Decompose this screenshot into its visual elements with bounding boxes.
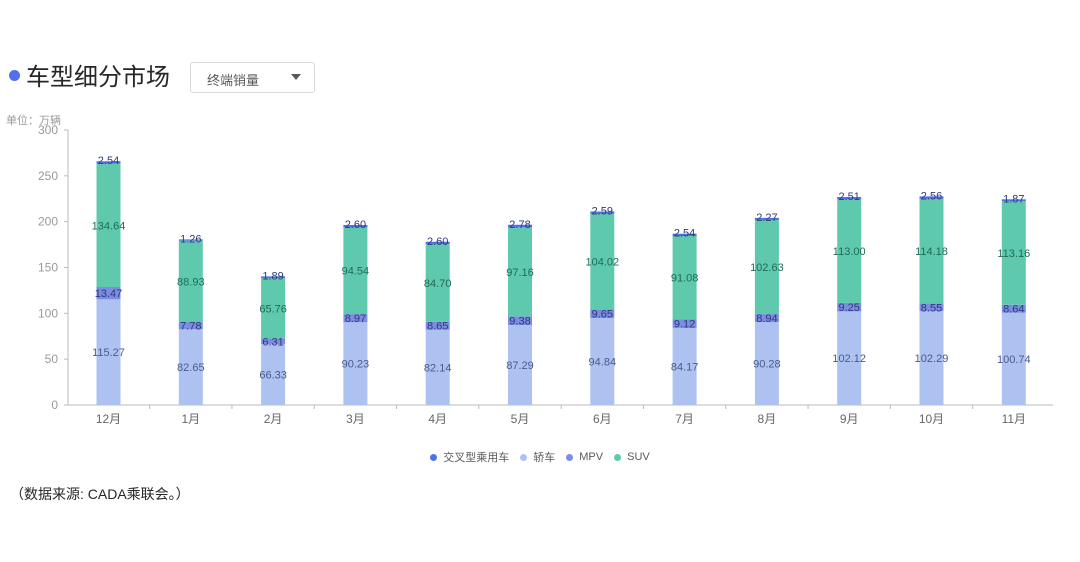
svg-text:102.29: 102.29 [915, 353, 949, 365]
svg-text:113.00: 113.00 [833, 246, 866, 258]
svg-text:113.16: 113.16 [997, 248, 1030, 260]
svg-text:10月: 10月 [919, 412, 944, 426]
svg-text:84.17: 84.17 [671, 361, 699, 373]
svg-text:104.02: 104.02 [585, 257, 619, 269]
svg-text:102.63: 102.63 [750, 262, 784, 274]
svg-text:11月: 11月 [1002, 412, 1026, 426]
svg-text:2.51: 2.51 [838, 191, 859, 203]
svg-text:7月: 7月 [675, 412, 694, 426]
svg-text:13.47: 13.47 [95, 288, 123, 300]
svg-text:82.65: 82.65 [177, 362, 205, 374]
svg-text:2月: 2月 [264, 412, 283, 426]
svg-text:8.94: 8.94 [756, 313, 777, 325]
svg-text:9月: 9月 [840, 412, 859, 426]
svg-text:1月: 1月 [181, 412, 200, 426]
svg-text:1.89: 1.89 [262, 270, 283, 282]
svg-text:2.54: 2.54 [674, 228, 695, 240]
svg-text:100: 100 [38, 306, 58, 320]
svg-text:97.16: 97.16 [506, 267, 534, 279]
svg-text:9.12: 9.12 [674, 319, 695, 331]
svg-text:8月: 8月 [758, 412, 777, 426]
svg-text:8.64: 8.64 [1003, 304, 1024, 316]
svg-text:94.84: 94.84 [589, 357, 617, 369]
svg-text:6月: 6月 [593, 412, 612, 426]
svg-text:5月: 5月 [511, 412, 530, 426]
svg-text:200: 200 [38, 215, 58, 229]
svg-text:8.55: 8.55 [921, 302, 942, 314]
svg-text:2.54: 2.54 [98, 155, 119, 167]
svg-text:6.31: 6.31 [262, 336, 283, 348]
svg-text:94.54: 94.54 [342, 266, 370, 278]
svg-text:82.14: 82.14 [424, 362, 452, 374]
svg-text:250: 250 [38, 169, 58, 183]
svg-text:90.23: 90.23 [342, 359, 370, 371]
svg-text:2.60: 2.60 [427, 236, 448, 248]
svg-text:2.60: 2.60 [345, 219, 366, 231]
svg-text:90.28: 90.28 [753, 359, 781, 371]
svg-text:0: 0 [51, 398, 58, 412]
svg-text:88.93: 88.93 [177, 276, 205, 288]
svg-text:8.97: 8.97 [345, 313, 366, 325]
svg-text:2.78: 2.78 [509, 219, 530, 231]
svg-text:102.12: 102.12 [832, 353, 866, 365]
svg-text:87.29: 87.29 [506, 360, 534, 372]
svg-text:300: 300 [38, 123, 58, 137]
svg-text:65.76: 65.76 [259, 303, 287, 315]
svg-text:1.87: 1.87 [1003, 193, 1024, 205]
svg-text:100.74: 100.74 [997, 354, 1031, 366]
svg-text:8.65: 8.65 [427, 321, 448, 333]
svg-text:50: 50 [45, 352, 59, 366]
svg-text:2.59: 2.59 [592, 205, 613, 217]
svg-text:4月: 4月 [428, 412, 447, 426]
svg-text:9.38: 9.38 [509, 316, 530, 328]
svg-text:114.18: 114.18 [915, 246, 948, 258]
svg-text:150: 150 [38, 261, 58, 275]
svg-text:3月: 3月 [346, 412, 365, 426]
svg-text:1.26: 1.26 [180, 233, 201, 245]
svg-text:66.33: 66.33 [259, 370, 287, 382]
svg-text:9.25: 9.25 [838, 302, 859, 314]
svg-text:12月: 12月 [96, 412, 121, 426]
svg-text:91.08: 91.08 [671, 273, 699, 285]
svg-text:2.56: 2.56 [921, 190, 942, 202]
svg-text:115.27: 115.27 [92, 347, 125, 359]
svg-text:2.27: 2.27 [756, 212, 777, 224]
svg-text:7.78: 7.78 [180, 321, 201, 333]
svg-text:84.70: 84.70 [424, 278, 452, 290]
svg-text:9.65: 9.65 [592, 309, 613, 321]
svg-text:134.64: 134.64 [92, 220, 126, 232]
